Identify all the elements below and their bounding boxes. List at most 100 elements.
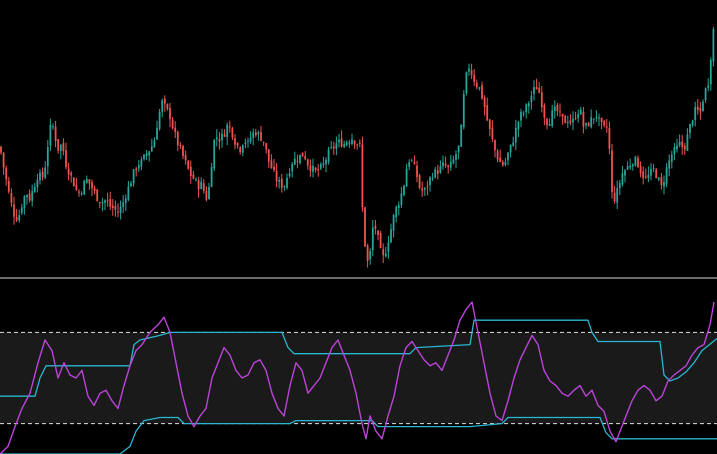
candle-body-down (192, 174, 195, 179)
candle-body-up (387, 242, 390, 252)
candle-body-up (215, 137, 218, 140)
candle-body-up (252, 132, 255, 138)
level-band-fill (0, 332, 717, 424)
candle-body-up (156, 127, 158, 140)
candle-body-up (338, 139, 340, 143)
candle-body-up (257, 132, 260, 135)
candle-body-up (577, 114, 580, 119)
candle-body-up (345, 142, 348, 146)
candle-body-up (572, 118, 574, 123)
candle-body-up (512, 142, 515, 146)
candle-body-up (712, 29, 715, 62)
candle-body-down (494, 140, 496, 151)
candle-body-down (538, 87, 541, 93)
candle-body-down (280, 178, 283, 188)
candle-body-down (681, 141, 684, 148)
candle-body-up (291, 164, 294, 172)
candle-body-down (379, 233, 382, 248)
candle-body-up (624, 170, 626, 176)
candle-body-down (223, 134, 226, 137)
candle-body-up (322, 163, 325, 165)
candle-body-down (416, 165, 418, 177)
candle-body-up (59, 144, 62, 151)
candle-body-up (566, 121, 569, 123)
candle-body-down (374, 226, 377, 229)
candle-body-down (470, 70, 473, 75)
candle-body-up (288, 173, 291, 176)
candle-body-up (676, 145, 678, 150)
candle-body-up (327, 149, 330, 162)
candle-body-down (267, 149, 270, 162)
candle-body-up (702, 101, 704, 111)
candle-body-up (395, 207, 398, 218)
candle-body-down (0, 146, 2, 153)
candle-body-up (663, 182, 665, 187)
candle-body-up (670, 154, 673, 162)
candle-body-down (613, 192, 616, 202)
candle-body-up (465, 72, 468, 93)
candle-body-down (642, 171, 645, 178)
candle-body-down (304, 156, 307, 160)
candle-body-down (559, 111, 561, 113)
candle-body-up (590, 117, 593, 128)
candle-body-up (595, 116, 598, 118)
candle-body-down (265, 143, 268, 150)
candle-body-down (481, 85, 483, 99)
candle-body-up (452, 159, 455, 163)
candle-body-down (5, 167, 8, 180)
candle-body-up (247, 140, 249, 142)
candle-body-down (189, 166, 192, 176)
candle-body-up (579, 109, 582, 115)
candle-body-down (644, 176, 647, 178)
candle-body-up (468, 68, 470, 72)
candle-body-up (629, 165, 632, 168)
candle-body-up (631, 164, 634, 167)
candle-body-up (533, 87, 535, 95)
candle-body-down (377, 230, 379, 235)
candle-body-down (637, 158, 639, 168)
candle-body-down (275, 170, 278, 182)
candle-body-up (405, 168, 408, 187)
candle-body-up (148, 151, 151, 156)
candle-body-up (145, 153, 148, 156)
candle-body-up (686, 134, 689, 151)
candle-body-up (127, 186, 130, 200)
candle-body-down (117, 211, 119, 213)
candle-body-down (564, 115, 567, 124)
candle-body-down (78, 191, 80, 193)
candle-body-up (553, 106, 556, 112)
candle-body-up (429, 177, 431, 186)
candle-body-up (449, 161, 452, 168)
candle-body-up (548, 124, 551, 126)
candle-body-down (88, 179, 91, 184)
lower-band-line (0, 416, 717, 454)
candle-body-up (213, 139, 216, 169)
candle-body-down (218, 139, 221, 142)
candle-body-down (540, 92, 543, 108)
candle-body-down (176, 131, 179, 146)
candle-body-down (2, 152, 5, 168)
candle-body-down (486, 105, 489, 121)
candle-body-down (98, 202, 101, 203)
candle-body-down (205, 191, 208, 200)
candle-body-up (707, 85, 710, 88)
candle-body-down (605, 126, 608, 128)
candle-body-down (273, 166, 275, 170)
oscillator-panel (0, 301, 717, 454)
candle-body-up (652, 167, 655, 169)
candle-body-down (426, 186, 429, 188)
candle-body-down (496, 150, 499, 160)
candle-body-up (408, 162, 411, 167)
candle-body-up (618, 183, 621, 189)
candle-body-up (23, 196, 26, 209)
candle-body-up (18, 215, 21, 221)
candle-body-down (340, 138, 343, 147)
candle-body-down (65, 150, 67, 168)
candle-body-up (122, 202, 125, 208)
candle-body-down (91, 182, 93, 189)
candle-body-down (418, 175, 421, 188)
candle-body-down (260, 132, 262, 141)
candle-body-down (54, 126, 57, 141)
candle-body-down (561, 113, 564, 117)
candle-body-down (603, 120, 606, 126)
